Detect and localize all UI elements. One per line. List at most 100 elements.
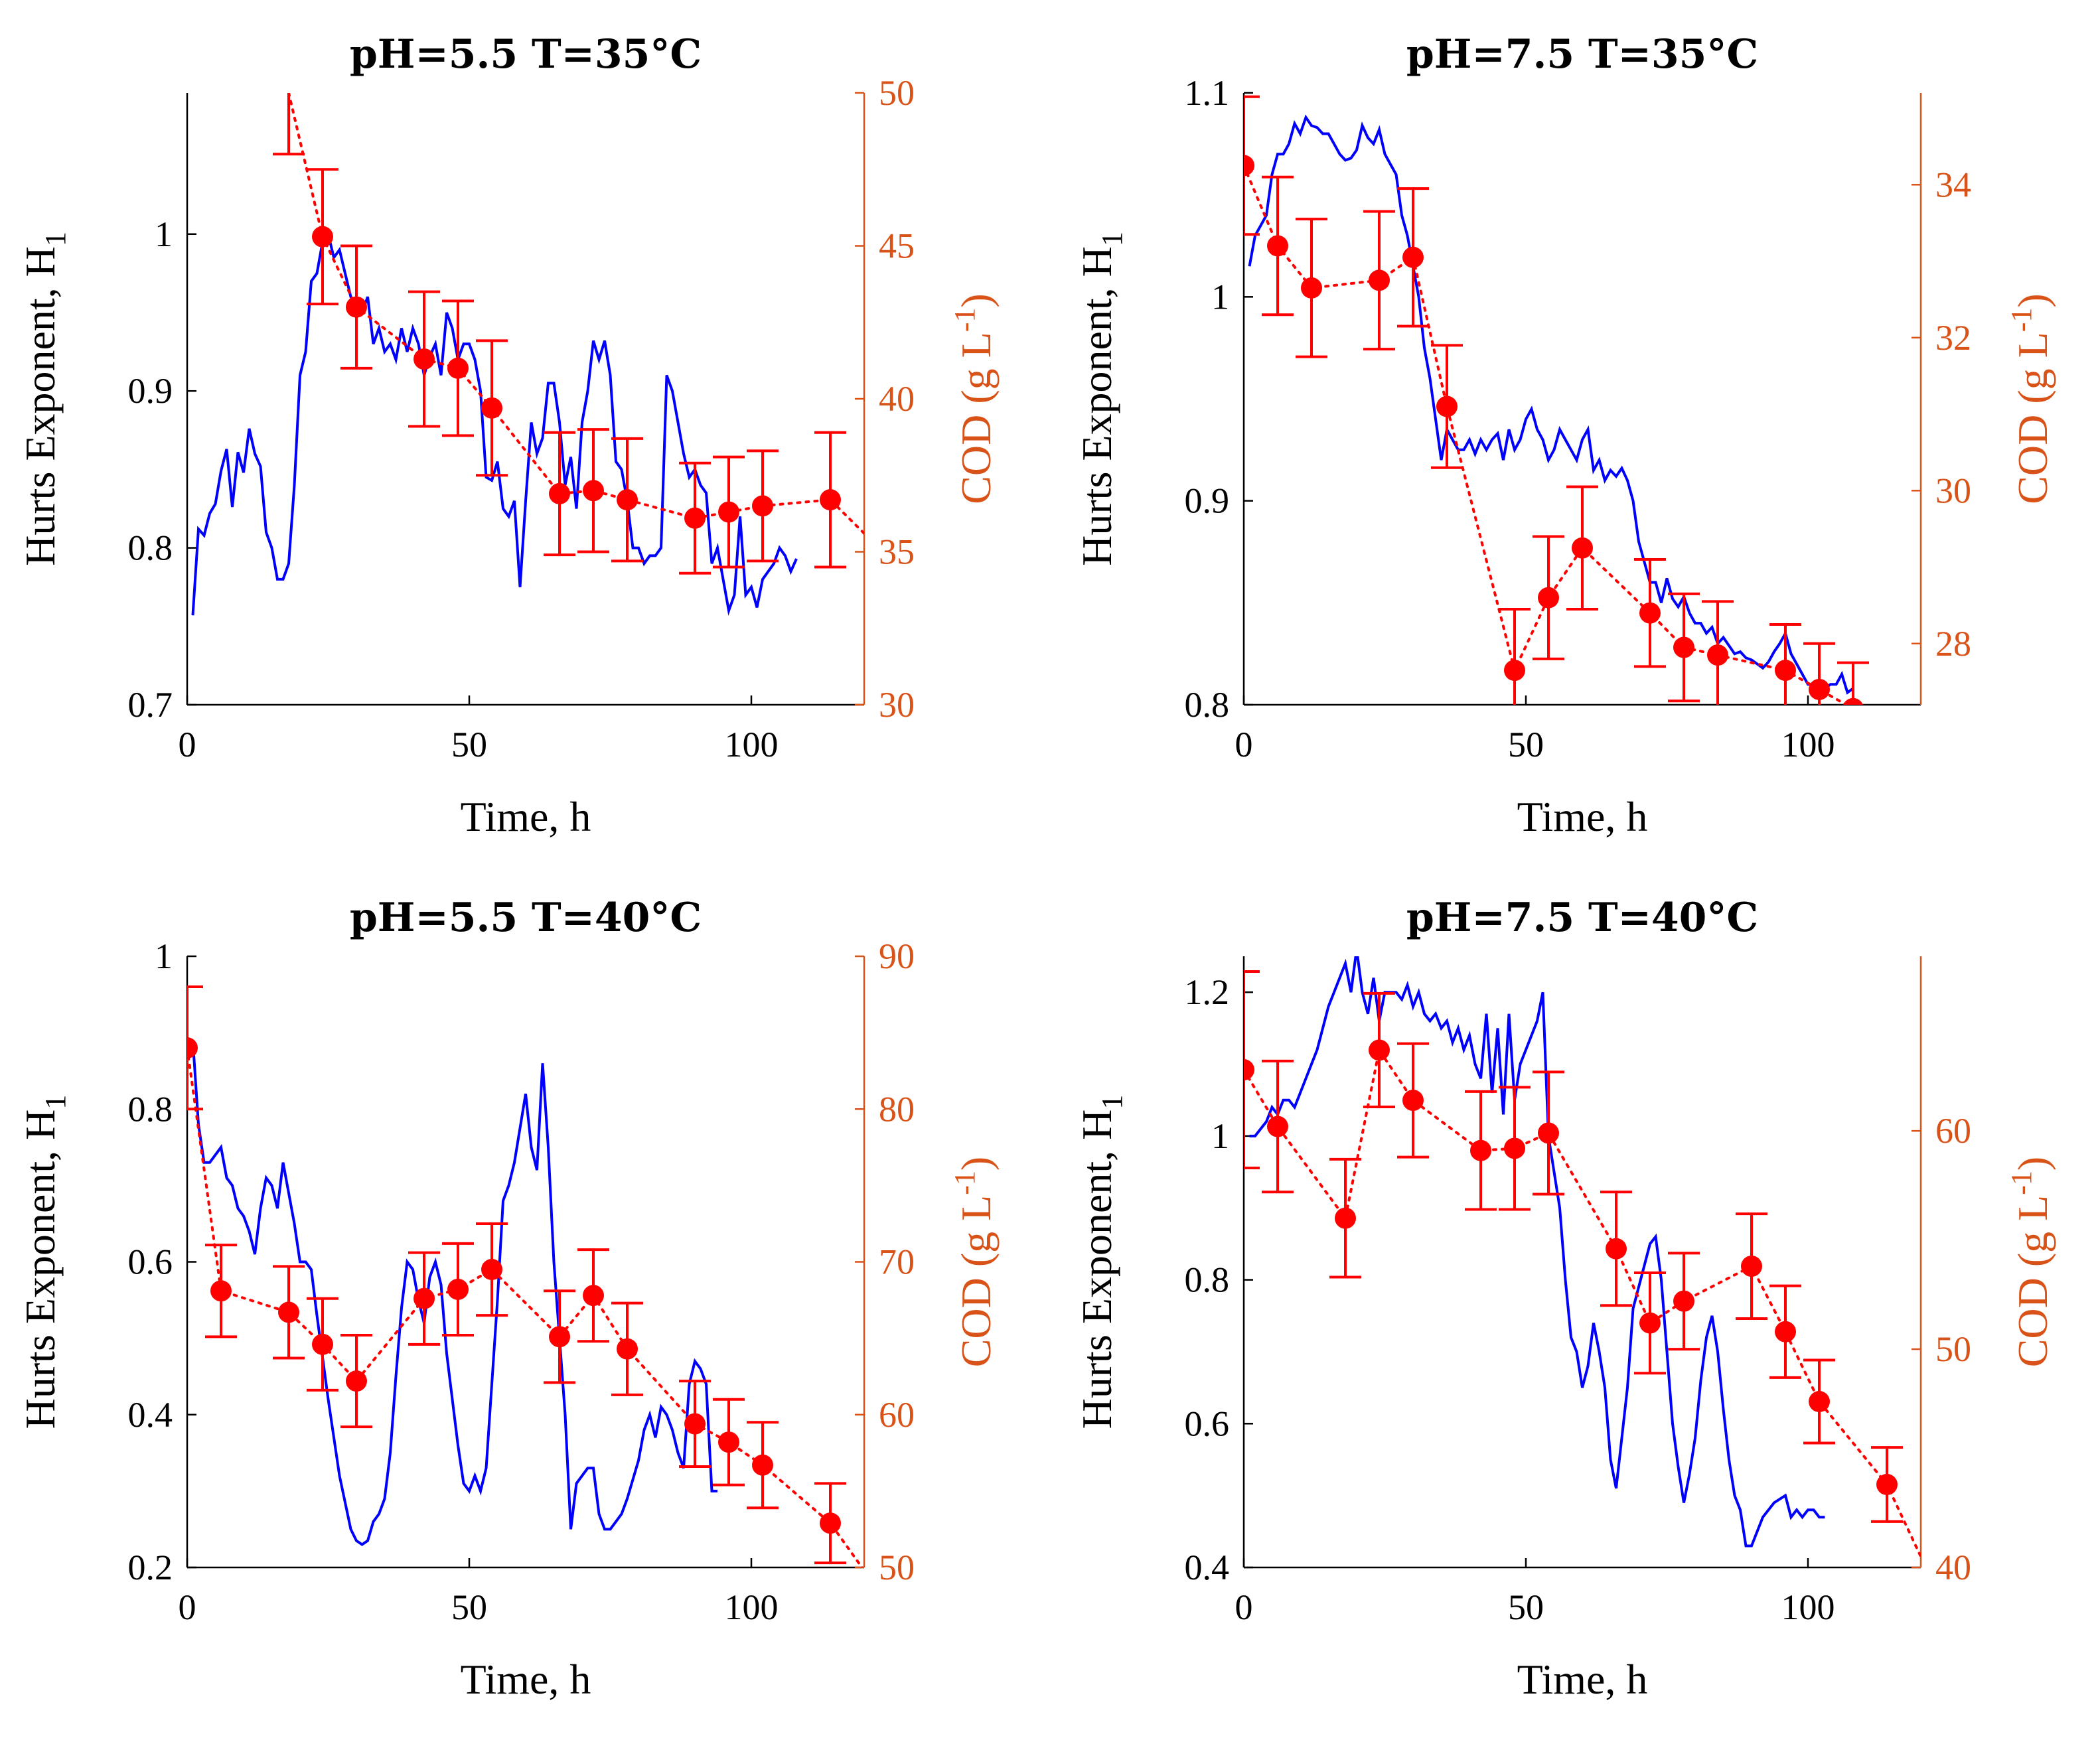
- cod-point: [1504, 1137, 1525, 1159]
- cod-point: [481, 1259, 502, 1281]
- cod-point: [278, 1301, 299, 1323]
- cod-point: [1244, 155, 1254, 177]
- left-axis-label-sub: 1: [1096, 1095, 1128, 1110]
- right-axis-label-end: ): [952, 293, 1000, 307]
- chart-title: pH=5.5 T=40°C: [350, 895, 702, 941]
- cod-point: [312, 1333, 333, 1355]
- cod-point: [583, 480, 604, 502]
- left-tick-label: 0.8: [1185, 685, 1230, 725]
- cod-line: [1244, 164, 1849, 705]
- panel-3: pH=7.5 T=40°C 0 50 100 0.4 0.6 0.8 1 1.2 40 50 60 Ti…: [1073, 895, 2056, 1703]
- cod-point: [1809, 678, 1830, 700]
- cod-point: [617, 489, 638, 511]
- cod-point: [718, 1431, 739, 1453]
- left-axis-label: Hurts Exponent, H1: [1073, 232, 1128, 566]
- cod-point: [1267, 1116, 1288, 1137]
- left-tick-label: 1: [155, 214, 173, 254]
- right-tick-label: 90: [879, 936, 915, 976]
- cod-point: [346, 296, 367, 318]
- cod-point: [1606, 1238, 1627, 1260]
- right-tick-label: 35: [879, 532, 915, 572]
- cod-point: [1244, 1059, 1254, 1081]
- left-tick-label: 1: [155, 936, 173, 976]
- left-tick-label: 0.9: [128, 371, 173, 411]
- right-tick-label: 28: [1935, 624, 1971, 664]
- left-axis-label-sub: 1: [39, 1095, 72, 1110]
- plot-data: [1244, 956, 1921, 1558]
- cod-point: [820, 489, 841, 511]
- cod-point: [413, 348, 435, 370]
- x-axis-label: Time, h: [1517, 1656, 1648, 1703]
- cod-point: [210, 1280, 232, 1302]
- cod-point: [583, 1285, 604, 1307]
- panel-1: pH=7.5 T=35°C 0 50 100 0.8 0.9 1 1.1 28 30 32 34 Tim…: [1073, 31, 2056, 840]
- x-tick-label: 100: [725, 1587, 779, 1627]
- left-axis-label-sub: 1: [1096, 232, 1128, 246]
- cod-point: [1673, 636, 1694, 658]
- left-axis-label-sub: 1: [39, 232, 72, 246]
- hurst-line: [191, 231, 798, 616]
- right-axis-label: COD (g L-1): [2005, 1157, 2056, 1368]
- cod-point: [1809, 1391, 1830, 1413]
- right-tick-label: 70: [879, 1242, 915, 1282]
- cod-point: [481, 397, 502, 419]
- left-axis-label: Hurts Exponent, H1: [17, 232, 72, 566]
- right-tick-label: 80: [879, 1089, 915, 1129]
- x-tick-label: 100: [1781, 1587, 1835, 1627]
- cod-point: [1673, 1290, 1694, 1312]
- right-tick-label: 50: [879, 1548, 915, 1587]
- right-axis-label-sup: -1: [2005, 308, 2038, 332]
- right-axis-label-sup: -1: [2005, 1171, 2038, 1195]
- left-tick-label: 0.6: [1185, 1404, 1230, 1443]
- cod-point: [684, 507, 706, 529]
- left-axis-label-main: Hurts Exponent, H: [1073, 246, 1120, 566]
- x-tick-label: 100: [725, 725, 779, 764]
- cod-point: [447, 357, 469, 379]
- x-tick-label: 0: [1235, 725, 1253, 764]
- right-tick-label: 40: [879, 379, 915, 419]
- cod-point: [1775, 660, 1796, 682]
- x-axis-label: Time, h: [461, 1656, 591, 1703]
- x-tick-label: 50: [451, 725, 487, 764]
- left-tick-label: 0.4: [128, 1395, 173, 1435]
- left-tick-label: 0.9: [1185, 481, 1230, 521]
- x-tick-label: 0: [179, 1587, 196, 1627]
- right-axis-label: COD (g L-1): [948, 1157, 1000, 1368]
- cod-point: [1775, 1321, 1796, 1342]
- cod-point: [549, 1326, 570, 1348]
- cod-point: [413, 1287, 435, 1309]
- panel-2: pH=5.5 T=40°C 0 50 100 0.2 0.4 0.6 0.8 1 50 60 70 80…: [17, 895, 1000, 1703]
- hurst-line: [191, 1040, 717, 1546]
- plot-data: [191, 93, 864, 616]
- cod-point: [1267, 235, 1288, 257]
- left-axis-label: Hurts Exponent, H1: [17, 1095, 72, 1429]
- x-tick-label: 50: [451, 1587, 487, 1627]
- left-tick-label: 1: [1211, 277, 1229, 317]
- left-tick-label: 1: [1211, 1116, 1229, 1156]
- cod-point: [1538, 587, 1559, 609]
- left-tick-label: 0.4: [1185, 1548, 1230, 1587]
- cod-line: [287, 93, 864, 535]
- right-axis-label-sup: -1: [948, 1171, 981, 1195]
- cod-point: [549, 482, 570, 504]
- right-tick-label: 34: [1935, 165, 1971, 204]
- right-axis-label-main: COD (g L: [952, 1195, 1000, 1368]
- x-axis-label: Time, h: [1517, 793, 1648, 840]
- right-tick-label: 30: [1935, 471, 1971, 510]
- right-axis-label: COD (g L-1): [948, 293, 1000, 504]
- left-tick-label: 1.1: [1185, 73, 1230, 113]
- right-tick-label: 60: [1935, 1111, 1971, 1151]
- cod-point: [718, 501, 739, 523]
- right-axis-label-end: ): [2009, 1157, 2056, 1171]
- cod-point: [1402, 1090, 1424, 1112]
- cod-point: [820, 1512, 841, 1534]
- hurst-line: [1248, 114, 1854, 697]
- right-axis-label-main: COD (g L: [952, 332, 1000, 504]
- cod-point: [617, 1338, 638, 1360]
- cod-point: [752, 495, 773, 517]
- cod-point: [1572, 537, 1593, 559]
- right-tick-label: 50: [1935, 1329, 1971, 1369]
- right-tick-label: 50: [879, 73, 915, 113]
- cod-point: [187, 1037, 198, 1059]
